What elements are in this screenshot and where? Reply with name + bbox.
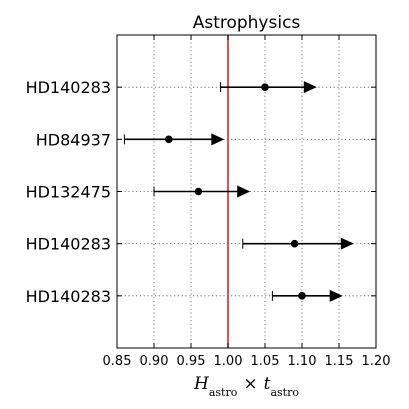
data-point: [298, 292, 306, 300]
x-axis-label-t: t: [264, 374, 271, 394]
y-category-label: HD132475: [26, 183, 111, 202]
x-tick-label: 1.20: [362, 354, 391, 369]
data-point: [290, 239, 299, 248]
arrow-head: [237, 185, 251, 198]
arrow-head: [329, 289, 343, 302]
data-row: [153, 185, 251, 198]
data-point: [261, 83, 269, 91]
data-row: [123, 133, 225, 146]
x-axis-label-times: ×: [243, 374, 257, 394]
x-tick-label: 0.85: [103, 354, 132, 369]
x-tick-label: 1.00: [214, 354, 243, 369]
y-category-labels: HD140283 HD84937 HD132475 HD140283 HD140283: [26, 78, 376, 306]
y-category-label: HD140283: [26, 287, 111, 306]
x-axis-label-t-sub: astro: [270, 386, 299, 399]
data-row: [271, 289, 343, 302]
x-axis-label-h-sub: astro: [209, 386, 238, 399]
chart-title: Astrophysics: [193, 13, 301, 33]
y-category-label: HD140283: [26, 235, 111, 254]
x-axis-label-h: H: [193, 374, 210, 394]
y-category-label: HD84937: [36, 130, 111, 149]
arrow-head: [303, 81, 317, 94]
data-point: [194, 187, 203, 196]
arrow-head: [340, 237, 354, 250]
data-point: [165, 135, 173, 144]
data-row: [242, 237, 354, 250]
x-tick-label: 0.95: [177, 354, 206, 369]
arrow-head: [211, 133, 225, 146]
x-tick-label: 1.10: [288, 354, 317, 369]
data-row: [220, 81, 317, 94]
data-marks: [123, 81, 354, 302]
x-axis-label: Hastro × tastro: [193, 374, 299, 399]
y-category-label: HD140283: [26, 78, 111, 97]
x-tick-label: 0.90: [140, 354, 169, 369]
x-ticks: 0.85 0.90 0.95 1.00 1.05 1.10 1.15 1.20: [103, 35, 391, 369]
x-tick-label: 1.05: [251, 354, 280, 369]
x-tick-label: 1.15: [325, 354, 354, 369]
